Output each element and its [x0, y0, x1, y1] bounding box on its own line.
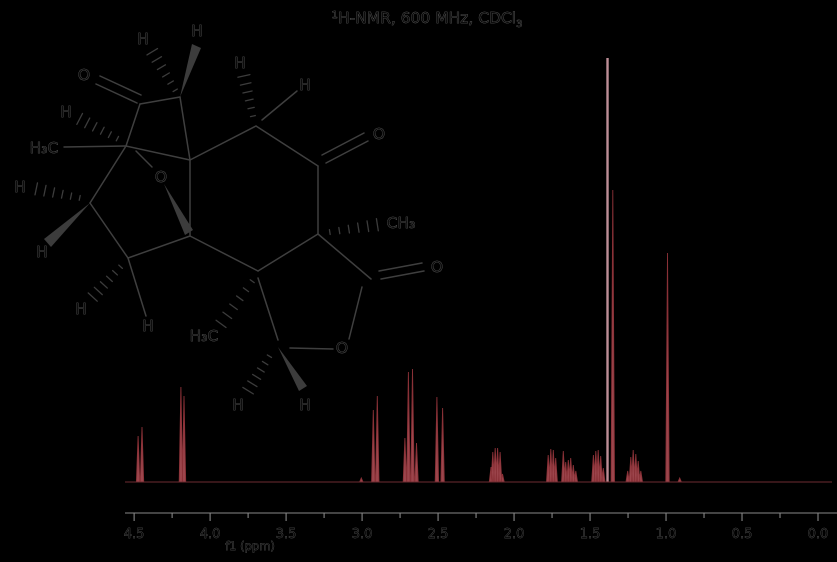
atom-label: H — [14, 178, 26, 196]
bond — [179, 96, 191, 161]
bond — [348, 286, 363, 340]
bond — [127, 235, 191, 259]
tick-label: 3.5 — [276, 527, 297, 542]
atom-label: H — [137, 30, 149, 48]
atom-label: H — [142, 317, 154, 335]
wedge-bond — [278, 347, 307, 391]
hash-bond — [237, 73, 256, 118]
double-bond — [378, 262, 423, 272]
title-subscript: 3 — [516, 19, 522, 30]
atom-label: O — [431, 258, 443, 276]
tick-label: 3.0 — [352, 527, 373, 542]
wedge-bond — [180, 44, 201, 97]
atom-label: H₃C — [30, 139, 59, 157]
hash-bond — [242, 354, 273, 395]
bond — [257, 233, 319, 272]
atom-label: O — [336, 339, 348, 357]
hash-bond — [87, 264, 124, 302]
atom-label: H — [60, 103, 72, 121]
x-axis-ticks — [133, 513, 819, 521]
bond — [127, 257, 147, 317]
atom-label: H — [299, 76, 311, 94]
tick-label: 2.5 — [428, 527, 449, 542]
bond — [189, 235, 259, 272]
x-axis-title: f1 (ppm) — [225, 539, 275, 553]
tick-label: 4.0 — [200, 527, 221, 542]
bond — [89, 145, 127, 204]
bond — [255, 125, 319, 167]
tick-label: 0.0 — [808, 527, 829, 542]
x-axis-tick-labels: 4.5 4.0 3.5 3.0 2.5 2.0 1.5 1.0 0.5 0.0 — [124, 527, 829, 543]
bond — [289, 347, 334, 350]
atom-label: H — [191, 22, 203, 40]
molecule-structure — [34, 44, 425, 395]
bond — [63, 145, 127, 148]
double-bond — [95, 83, 138, 104]
hash-bond — [146, 47, 178, 93]
atom-label: H — [75, 300, 87, 318]
bond — [261, 90, 298, 121]
bond — [135, 150, 153, 168]
wedge-bond — [44, 203, 90, 247]
title-main: H-NMR, 600 MHz, CDCl — [338, 9, 516, 27]
bond — [125, 103, 141, 147]
bond — [139, 96, 181, 105]
x-axis: 4.5 4.0 3.5 3.0 2.5 2.0 1.5 1.0 0.5 0.0 f1 (ppm) — [124, 512, 837, 553]
bond — [189, 125, 257, 161]
tick-label: 1.5 — [580, 527, 601, 542]
hash-bond — [215, 279, 255, 329]
atom-label: H₃C — [190, 327, 219, 345]
double-bond — [325, 140, 369, 164]
double-bond — [380, 270, 425, 280]
atom-label: H — [36, 243, 48, 261]
tick-label: 2.0 — [504, 527, 525, 542]
hash-bond — [76, 112, 120, 142]
wedge-bond — [164, 184, 193, 235]
tick-label: 0.5 — [732, 527, 753, 542]
bond — [257, 277, 279, 341]
double-bond — [99, 75, 142, 96]
bond — [125, 145, 191, 161]
atom-label: O — [373, 125, 385, 143]
double-bond — [321, 132, 365, 156]
bond — [89, 202, 129, 259]
atom-label: CH₃ — [387, 214, 416, 232]
figure-title: 1H-NMR, 600 MHz, CDCl3 — [331, 9, 522, 30]
tick-label: 1.0 — [656, 527, 677, 542]
hash-bond — [328, 218, 379, 236]
atom-label: H — [234, 54, 246, 72]
title-superscript: 1 — [331, 10, 337, 21]
hash-bond — [34, 182, 81, 201]
tick-label: 4.5 — [124, 527, 145, 542]
atom-label: O — [155, 168, 167, 186]
atom-label: O — [78, 66, 90, 84]
atom-label: H — [299, 396, 311, 414]
peak-trace — [125, 189, 832, 483]
bond — [317, 233, 372, 280]
atom-label: H — [232, 396, 244, 414]
nmr-trace — [125, 58, 832, 483]
